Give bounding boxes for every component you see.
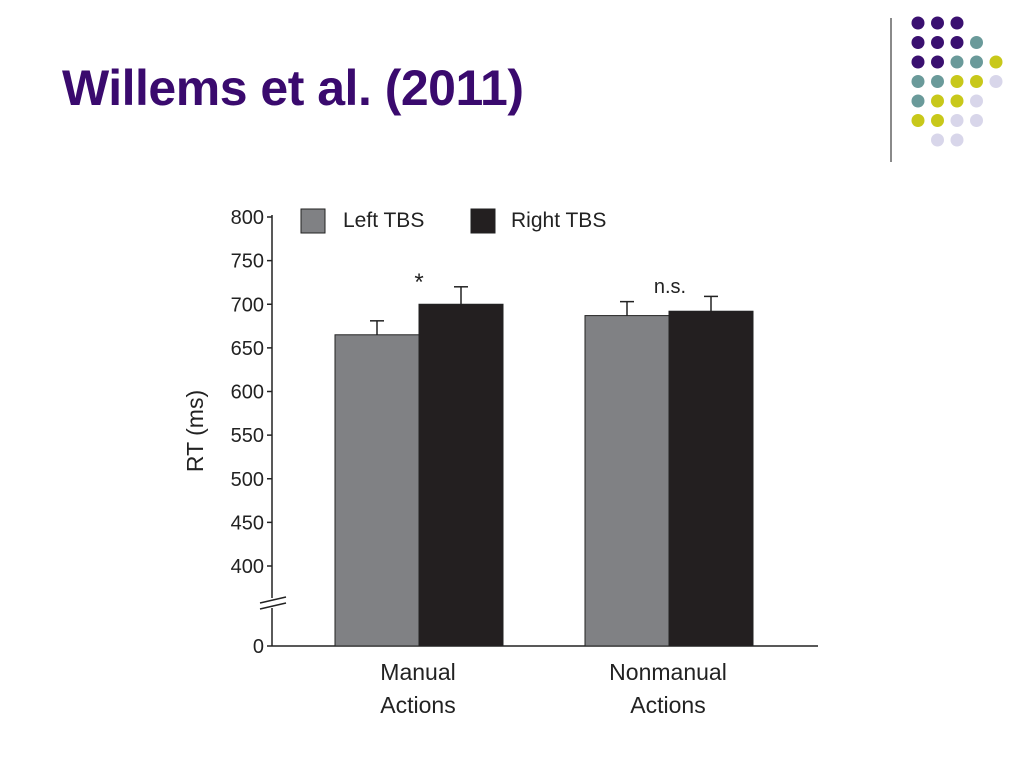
- y-tick-label: 450: [231, 512, 264, 534]
- y-axis-label: RT (ms): [182, 390, 208, 472]
- decorative-dot: [950, 55, 964, 69]
- y-tick-label: 400: [231, 556, 264, 578]
- bar-left-tbs: [334, 334, 420, 647]
- y-tick-label: 500: [231, 469, 264, 491]
- decorative-dot: [911, 75, 925, 88]
- decorative-dot: [989, 55, 1003, 69]
- decorative-dot-grid: [911, 16, 1003, 147]
- legend-label-left-tbs: Left TBS: [343, 209, 424, 232]
- decorative-dot: [989, 75, 1003, 88]
- decorative-dot: [970, 94, 983, 108]
- y-tick-label: 800: [231, 207, 264, 229]
- y-tick-label: 700: [231, 294, 264, 316]
- decorative-dot: [931, 16, 944, 30]
- legend-label-right-tbs: Right TBS: [511, 209, 606, 232]
- decorative-dot: [950, 36, 964, 49]
- decorative-dot: [931, 55, 944, 69]
- bar-right-tbs: [668, 310, 754, 647]
- decorative-dot: [950, 114, 964, 127]
- bar-right-tbs: [418, 303, 504, 647]
- bar-left-tbs: [584, 315, 670, 647]
- decorative-dot: [970, 36, 983, 49]
- annotation-not-significant: n.s.: [654, 276, 686, 298]
- decorative-dot: [950, 94, 964, 108]
- category-label-nonmanual-line2: Actions: [630, 692, 705, 718]
- title-divider: [890, 18, 892, 162]
- y-tick-label: 600: [231, 382, 264, 404]
- decorative-dot: [931, 94, 944, 108]
- decorative-dot: [970, 55, 983, 69]
- y-tick-label: 750: [231, 251, 264, 273]
- axis-break-mark-1: [259, 596, 287, 604]
- y-tick-label: 650: [231, 338, 264, 360]
- category-label-nonmanual-line1: Nonmanual: [609, 659, 727, 685]
- slide-title: Willems et al. (2011): [62, 60, 524, 116]
- axis-break-mark-2: [259, 602, 287, 610]
- decorative-dot: [911, 55, 925, 69]
- decorative-dot: [931, 75, 944, 88]
- decorative-dot: [970, 114, 983, 127]
- decorative-dot: [931, 114, 944, 127]
- decorative-dot: [970, 75, 983, 88]
- decorative-dot: [911, 94, 925, 108]
- y-tick-label: 550: [231, 425, 264, 447]
- annotation-significant: *: [414, 269, 423, 296]
- decorative-dot: [950, 16, 964, 30]
- category-label-manual-line2: Actions: [380, 692, 455, 718]
- legend-swatch-right-tbs: [470, 208, 496, 234]
- legend-swatch-left-tbs: [300, 208, 326, 234]
- decorative-dot: [931, 36, 944, 49]
- decorative-dot: [911, 16, 925, 30]
- decorative-dot: [931, 133, 944, 147]
- decorative-dot: [950, 133, 964, 147]
- category-label-manual-line1: Manual: [380, 659, 455, 685]
- y-tick-label-zero: 0: [253, 636, 264, 658]
- decorative-dot: [911, 36, 925, 49]
- decorative-dot: [950, 75, 964, 88]
- decorative-dot: [911, 114, 925, 127]
